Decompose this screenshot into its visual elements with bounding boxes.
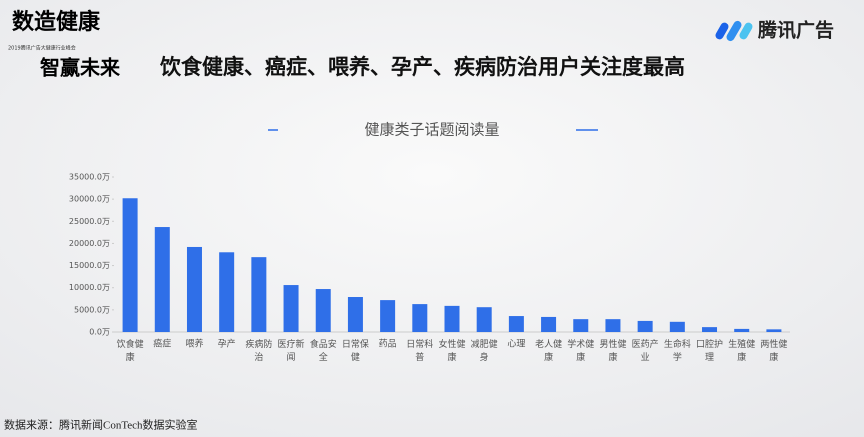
logo-line2: 智赢未来 xyxy=(40,56,121,80)
x-tick-label: 疾病防治 xyxy=(245,338,272,363)
x-tick-label: 生命科学 xyxy=(664,338,691,363)
chart-title: 健康类子话题阅读量 xyxy=(364,121,499,139)
x-tick-label: 两性健康 xyxy=(760,338,787,363)
bar xyxy=(219,252,235,332)
x-tick-label: 癌症 xyxy=(153,338,171,350)
x-tick-label: 心理 xyxy=(507,339,525,350)
bar xyxy=(605,319,621,332)
bar xyxy=(508,316,524,332)
y-tick-label: 30000.0万 xyxy=(69,195,110,204)
x-tick-label: 日常科普 xyxy=(406,338,433,363)
x-tick-label: 日常保健 xyxy=(342,338,369,363)
y-tick-label: 10000.0万 xyxy=(69,283,110,292)
bar xyxy=(444,305,460,332)
y-tick-label: 25000.0万 xyxy=(69,217,110,226)
bar xyxy=(766,329,782,332)
y-tick-label: 15000.0万 xyxy=(69,261,110,270)
x-tick-label: 减肥健身 xyxy=(471,338,498,363)
bar xyxy=(476,307,492,332)
x-tick-label: 药品 xyxy=(379,339,397,350)
logo-line1: 数造健康 xyxy=(12,9,101,34)
bar xyxy=(637,320,653,332)
x-tick-label: 老人健康 xyxy=(535,338,562,363)
x-tick-label: 食品安全 xyxy=(310,338,337,363)
bar xyxy=(412,304,428,332)
bar xyxy=(669,321,685,332)
x-tick-label: 孕产 xyxy=(218,338,236,350)
x-tick-label: 学术健康 xyxy=(567,338,594,363)
bar xyxy=(734,328,750,332)
bar xyxy=(122,198,138,332)
y-tick-label: 35000.0万 xyxy=(69,173,110,182)
x-tick-label: 男性健康 xyxy=(599,338,626,363)
x-tick-label: 医药产业 xyxy=(632,338,659,363)
source: 数据来源：腾讯新闻ConTech数据实验室 xyxy=(4,418,198,432)
x-tick-label: 喂养 xyxy=(185,338,203,350)
bar xyxy=(347,297,363,332)
brand: 腾讯广告 xyxy=(757,19,834,42)
y-tick-label: 20000.0万 xyxy=(69,239,110,248)
brand-icon xyxy=(715,20,753,42)
bar xyxy=(283,285,299,332)
bar xyxy=(541,316,557,332)
bar xyxy=(315,289,331,332)
x-tick-label: 生殖健康 xyxy=(728,338,755,363)
x-tick-label: 女性健康 xyxy=(438,338,465,363)
bar xyxy=(251,257,267,332)
bar xyxy=(702,327,718,332)
bar xyxy=(154,227,170,332)
slide-title: 饮食健康、癌症、喂养、孕产、疾病防治用户关注度最高 xyxy=(159,55,685,79)
x-tick-label: 口腔护理 xyxy=(696,338,723,363)
x-tick-label: 饮食健康 xyxy=(117,338,144,363)
y-tick-label: 0.0万 xyxy=(89,328,110,337)
x-tick-label: 医疗新闻 xyxy=(278,338,305,363)
y-tick-label: 5000.0万 xyxy=(74,305,110,314)
bar xyxy=(573,319,589,332)
bar xyxy=(186,246,202,332)
logo-small: 2019腾讯广告大健康行业峰会 xyxy=(8,45,76,52)
bar xyxy=(380,300,396,332)
